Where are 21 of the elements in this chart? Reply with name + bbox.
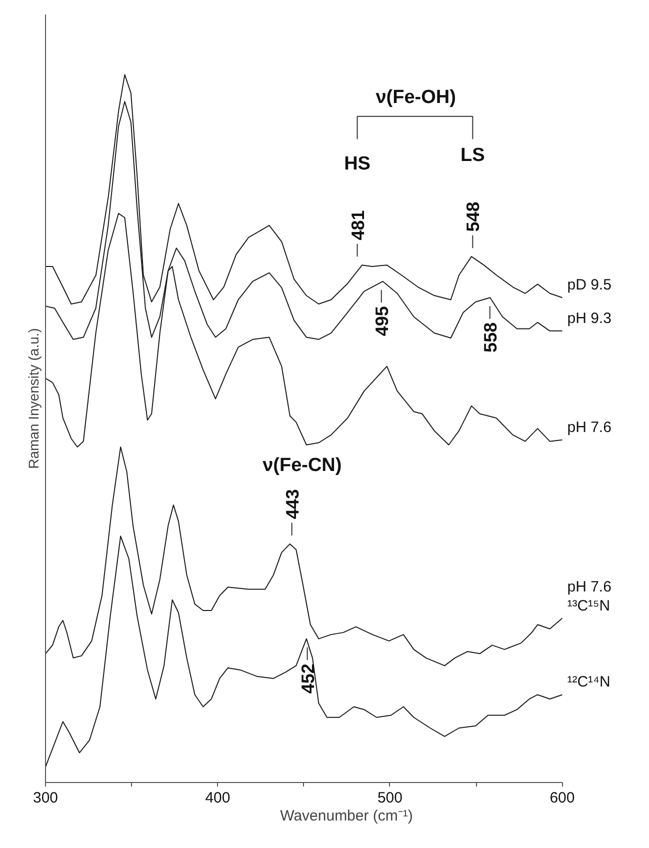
annotation: 481 (348, 210, 368, 240)
x-tick-label: 400 (205, 790, 230, 806)
annotation: 443 (282, 489, 302, 520)
series-label: pH 7.6 ¹³C¹⁵N (567, 578, 612, 614)
x-axis-title: Wavenumber (cm⁻¹) (280, 808, 413, 824)
y-axis-title: Raman Inyensity (a.u.) (26, 328, 42, 469)
annotation: HS (344, 153, 370, 174)
annotation: LS (460, 144, 485, 166)
series-label: ¹²C¹⁴N (567, 674, 610, 691)
x-tick-label: 300 (32, 790, 58, 806)
series-label: pH 9.3 (567, 310, 612, 327)
series-label: pD 9.5 (567, 276, 612, 294)
annotation: 495 (372, 306, 392, 336)
annotation: ν(Fe-OH) (376, 86, 456, 108)
annotation: ν(Fe-CN) (262, 454, 342, 476)
x-tick-label: 600 (550, 790, 575, 806)
x-tick-label: 500 (377, 790, 403, 806)
series-label: pH 7.6 (567, 418, 612, 436)
annotation: 452 (298, 664, 318, 694)
annotation: 558 (480, 322, 500, 352)
annotation: 548 (463, 202, 484, 232)
